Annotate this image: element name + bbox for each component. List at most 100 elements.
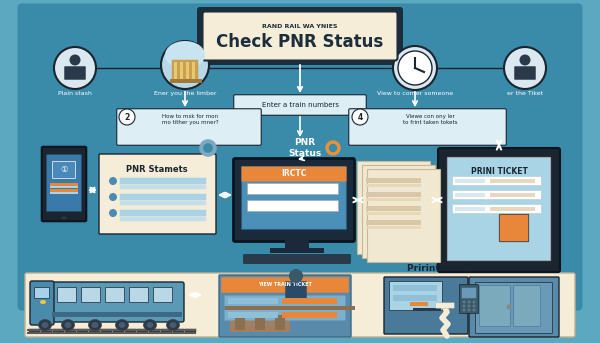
- Ellipse shape: [289, 269, 303, 283]
- FancyBboxPatch shape: [120, 210, 206, 216]
- Ellipse shape: [143, 319, 157, 331]
- Bar: [366, 226, 421, 229]
- FancyBboxPatch shape: [241, 166, 347, 229]
- FancyBboxPatch shape: [453, 205, 541, 213]
- Bar: [393, 295, 437, 301]
- FancyBboxPatch shape: [476, 283, 553, 333]
- FancyBboxPatch shape: [349, 109, 506, 145]
- Ellipse shape: [393, 46, 437, 90]
- Ellipse shape: [352, 109, 368, 125]
- Bar: [50, 192, 78, 194]
- FancyBboxPatch shape: [47, 154, 82, 212]
- Text: View to comer someone: View to comer someone: [377, 91, 453, 96]
- Ellipse shape: [467, 305, 470, 308]
- FancyBboxPatch shape: [172, 60, 198, 82]
- Bar: [230, 310, 290, 332]
- Ellipse shape: [161, 41, 209, 89]
- Ellipse shape: [467, 300, 470, 304]
- Text: er the Tiket: er the Tiket: [507, 91, 543, 96]
- Ellipse shape: [463, 300, 466, 304]
- Ellipse shape: [65, 322, 71, 328]
- FancyBboxPatch shape: [64, 66, 86, 80]
- Bar: [255, 315, 265, 330]
- Bar: [410, 302, 428, 306]
- Ellipse shape: [199, 139, 217, 157]
- Ellipse shape: [463, 305, 466, 308]
- Text: RAND RAIL WA YNIES: RAND RAIL WA YNIES: [262, 24, 338, 28]
- Text: YIEW TRAIN TICKET: YIEW TRAIN TICKET: [258, 283, 312, 287]
- Bar: [270, 248, 324, 253]
- Ellipse shape: [203, 143, 213, 153]
- FancyBboxPatch shape: [120, 201, 206, 205]
- Ellipse shape: [119, 322, 125, 328]
- Ellipse shape: [109, 193, 117, 201]
- FancyBboxPatch shape: [462, 288, 476, 298]
- FancyBboxPatch shape: [499, 214, 529, 242]
- Ellipse shape: [463, 308, 466, 311]
- FancyBboxPatch shape: [358, 162, 431, 255]
- Bar: [455, 193, 485, 197]
- FancyBboxPatch shape: [50, 282, 184, 322]
- Ellipse shape: [473, 305, 476, 308]
- FancyBboxPatch shape: [30, 281, 54, 325]
- Bar: [366, 184, 421, 187]
- FancyBboxPatch shape: [35, 287, 49, 298]
- Bar: [235, 315, 245, 330]
- FancyBboxPatch shape: [219, 275, 351, 337]
- Bar: [228, 312, 278, 318]
- Ellipse shape: [119, 109, 135, 125]
- FancyBboxPatch shape: [244, 255, 350, 263]
- FancyBboxPatch shape: [234, 95, 366, 115]
- Text: Enter a train numbers: Enter a train numbers: [262, 102, 338, 108]
- FancyBboxPatch shape: [453, 191, 541, 199]
- Bar: [393, 285, 437, 291]
- Bar: [282, 298, 337, 304]
- Text: ①: ①: [60, 166, 68, 175]
- Bar: [366, 192, 421, 197]
- Text: Viewe con ony ler
to frint taken tokets: Viewe con ony ler to frint taken tokets: [403, 114, 457, 125]
- Ellipse shape: [165, 41, 205, 69]
- Ellipse shape: [109, 209, 117, 217]
- FancyBboxPatch shape: [154, 287, 173, 303]
- Bar: [52, 312, 182, 317]
- FancyBboxPatch shape: [479, 285, 511, 327]
- FancyBboxPatch shape: [248, 184, 338, 194]
- FancyBboxPatch shape: [224, 309, 346, 320]
- FancyBboxPatch shape: [117, 109, 261, 145]
- FancyBboxPatch shape: [58, 287, 77, 303]
- Bar: [455, 207, 485, 211]
- FancyBboxPatch shape: [42, 147, 86, 221]
- Bar: [50, 183, 78, 186]
- FancyBboxPatch shape: [453, 177, 541, 185]
- Bar: [413, 308, 441, 311]
- FancyBboxPatch shape: [120, 194, 206, 200]
- Text: 4: 4: [358, 113, 362, 121]
- Text: PNR
Status: PNR Status: [289, 138, 322, 158]
- Ellipse shape: [506, 305, 511, 309]
- Text: IRCTC: IRCTC: [281, 169, 307, 178]
- Bar: [285, 240, 309, 248]
- FancyBboxPatch shape: [447, 157, 551, 261]
- Bar: [455, 179, 485, 183]
- Text: PRINI TICKET: PRINI TICKET: [470, 167, 527, 176]
- Bar: [282, 312, 337, 318]
- FancyBboxPatch shape: [367, 169, 440, 262]
- Bar: [180, 62, 183, 80]
- Bar: [366, 178, 421, 183]
- Ellipse shape: [40, 300, 46, 304]
- Bar: [490, 207, 535, 211]
- Ellipse shape: [473, 308, 476, 311]
- Text: Plain stash: Plain stash: [58, 91, 92, 96]
- FancyBboxPatch shape: [120, 178, 206, 184]
- Bar: [50, 186, 78, 188]
- FancyBboxPatch shape: [17, 3, 583, 310]
- Ellipse shape: [504, 47, 546, 89]
- Text: Check PNR Status: Check PNR Status: [217, 33, 383, 51]
- FancyBboxPatch shape: [514, 66, 536, 80]
- FancyBboxPatch shape: [285, 281, 307, 303]
- Ellipse shape: [325, 140, 341, 156]
- FancyBboxPatch shape: [233, 158, 355, 241]
- Text: 2: 2: [124, 113, 130, 121]
- FancyBboxPatch shape: [241, 166, 347, 181]
- Ellipse shape: [91, 322, 98, 328]
